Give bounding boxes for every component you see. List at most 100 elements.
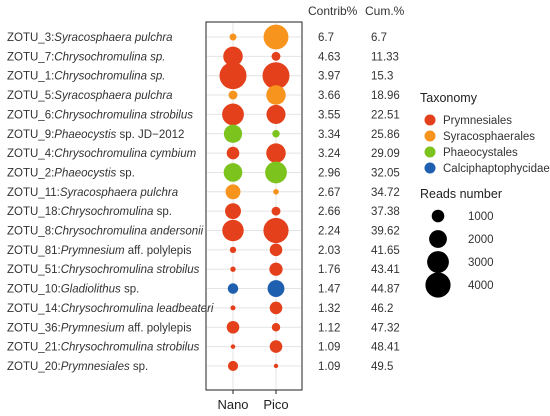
row-taxon: Chrysochromulina leadbeateri [61, 303, 214, 315]
legend-size-label: 1000 [468, 211, 494, 223]
contrib-value: 1.32 [318, 303, 340, 315]
legend-label: Syracosphaerales [443, 131, 535, 143]
bubble-nano [229, 33, 237, 41]
bubble-nano [222, 103, 244, 126]
row-id: ZOTU_9: [7, 129, 54, 141]
legend-label: Calciphaptophycidae [443, 163, 550, 175]
cum-value: 48.41 [371, 342, 400, 354]
row-id: ZOTU_6: [7, 109, 54, 121]
contrib-header: Contrib% [308, 4, 358, 18]
legend-size-title: Reads number [420, 187, 502, 201]
row-label: ZOTU_36:Prymnesium aff. polylepis [7, 322, 192, 334]
row-suffix: sp. [130, 361, 149, 373]
bubble-nano [226, 320, 240, 334]
row-suffix: sp. [153, 206, 172, 218]
legend-swatch [424, 146, 436, 158]
row-suffix: sp. [121, 284, 140, 296]
bubble-nano [219, 62, 247, 90]
row-label: ZOTU_6:Chrysochromulina strobilus [7, 109, 193, 121]
contrib-value: 1.76 [318, 264, 340, 276]
bubble-nano [226, 146, 240, 160]
cum-value: 6.7 [371, 32, 387, 44]
row-id: ZOTU_10: [7, 284, 61, 296]
contrib-value: 3.34 [318, 129, 341, 141]
contrib-value: 3.97 [318, 71, 340, 83]
row-label: ZOTU_11:Syracosphaera pulchra [7, 187, 178, 199]
contrib-value: 2.03 [318, 245, 340, 257]
bubble-nano [222, 219, 244, 242]
row-suffix: sp. [116, 167, 135, 179]
legend-swatch [424, 162, 436, 174]
cum-value: 47.32 [371, 322, 400, 334]
row-suffix: sp. JD−2012 [116, 129, 184, 141]
bubble-nano [230, 305, 236, 311]
row-id: ZOTU_20: [7, 361, 61, 373]
legend-label: Prymnesiales [443, 115, 512, 127]
bubble-pico [266, 143, 286, 163]
legend-size-label: 3000 [468, 257, 494, 269]
contrib-value: 2.66 [318, 206, 340, 218]
row-label: ZOTU_21:Chrysochromulina strobilus [7, 342, 200, 354]
bubble-pico [266, 85, 286, 105]
legend-label: Phaeocystales [443, 147, 518, 159]
row-id: ZOTU_11: [7, 187, 60, 199]
bubble-pico [269, 340, 283, 353]
cum-value: 25.86 [371, 129, 400, 141]
row-id: ZOTU_2: [7, 167, 54, 179]
contrib-value: 1.09 [318, 361, 340, 373]
legend-size-swatch [425, 272, 451, 298]
row-taxon: Chrysochromulina sp. [54, 51, 165, 63]
contrib-value: 6.7 [318, 32, 334, 44]
row-taxon: Syracosphaera pulchra [54, 32, 172, 44]
bubble-pico [267, 280, 285, 297]
bubble-pico [269, 262, 283, 276]
x-tick-label: Pico [263, 397, 288, 412]
bubble-pico [263, 217, 289, 244]
contrib-value: 3.66 [318, 90, 340, 102]
bubble-nano [225, 184, 241, 200]
contrib-value: 1.47 [318, 284, 340, 296]
row-taxon: Phaeocystis [54, 129, 116, 141]
legend-size-swatch [427, 251, 449, 273]
contrib-value: 2.24 [318, 226, 341, 238]
bubble-pico [271, 323, 281, 332]
row-taxon: Chrysochromulina strobilus [61, 264, 200, 276]
cum-value: 39.62 [371, 226, 400, 238]
row-label: ZOTU_2:Phaeocystis sp. [7, 167, 135, 179]
row-taxon: Chrysochromulina strobilus [61, 342, 200, 354]
bubble-pico [265, 161, 287, 184]
row-taxon: Syracosphaera pulchra [54, 90, 172, 102]
row-id: ZOTU_4: [7, 148, 54, 160]
row-label: ZOTU_8:Chrysochromulina andersonii [7, 226, 204, 238]
contrib-value: 3.55 [318, 109, 340, 121]
row-id: ZOTU_1: [7, 71, 54, 83]
x-tick-label: Nano [217, 397, 248, 412]
row-label: ZOTU_7:Chrysochromulina sp. [7, 51, 166, 63]
cum-value: 37.38 [371, 206, 400, 218]
bubble-pico [273, 363, 279, 369]
row-label: ZOTU_5:Syracosphaera pulchra [7, 90, 173, 102]
row-label: ZOTU_9:Phaeocystis sp. JD−2012 [7, 129, 184, 141]
bubble-nano [229, 246, 237, 253]
bubble-nano [225, 203, 241, 220]
contrib-value: 2.96 [318, 167, 340, 179]
row-label: ZOTU_10:Gladiolithus sp. [7, 284, 139, 296]
cum-value: 46.2 [371, 303, 393, 315]
row-label: ZOTU_18:Chrysochromulina sp. [7, 206, 172, 218]
contrib-value: 2.67 [318, 187, 340, 199]
row-id: ZOTU_18: [7, 206, 61, 218]
row-taxon: Gladiolithus [61, 284, 121, 296]
cum-header: Cum.% [365, 4, 405, 18]
cum-value: 41.65 [371, 245, 400, 257]
row-suffix: aff. polylepis [125, 245, 192, 257]
legend-size-swatch [429, 230, 447, 248]
cum-value: 11.33 [371, 51, 399, 63]
bubble-nano [228, 90, 238, 100]
row-taxon: Chrysochromulina sp. [54, 71, 165, 83]
cum-value: 34.72 [371, 187, 400, 199]
contrib-value: 1.09 [318, 342, 340, 354]
legend-size-label: 4000 [468, 280, 494, 292]
legend-size-label: 2000 [468, 234, 494, 246]
row-id: ZOTU_21: [7, 342, 61, 354]
